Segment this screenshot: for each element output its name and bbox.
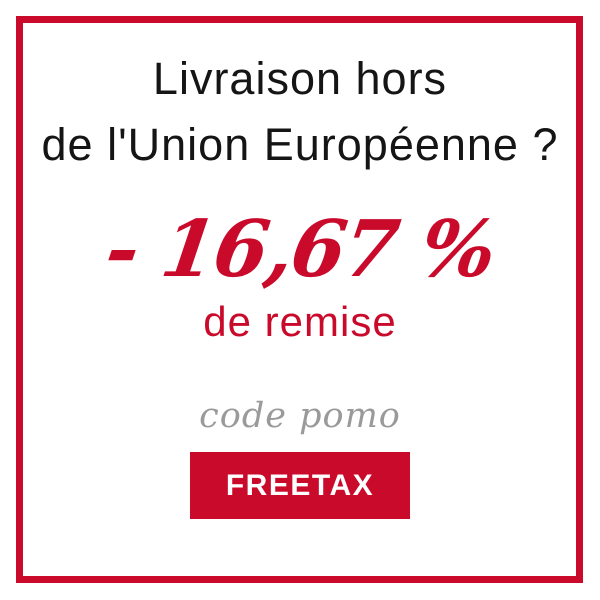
discount-value: - 16,67 % <box>100 204 500 295</box>
banner-title-line2: de l'Union Européenne ? <box>41 119 559 170</box>
border-frame <box>16 16 583 583</box>
discount-label: de remise <box>203 298 397 345</box>
promo-code-label: code pomo <box>199 396 401 436</box>
banner-title: Livraison hors de l'Union Européenne ? <box>0 46 600 178</box>
promo-code-button[interactable]: FREETAX <box>190 452 410 519</box>
banner-title-line1: Livraison hors <box>152 53 448 104</box>
